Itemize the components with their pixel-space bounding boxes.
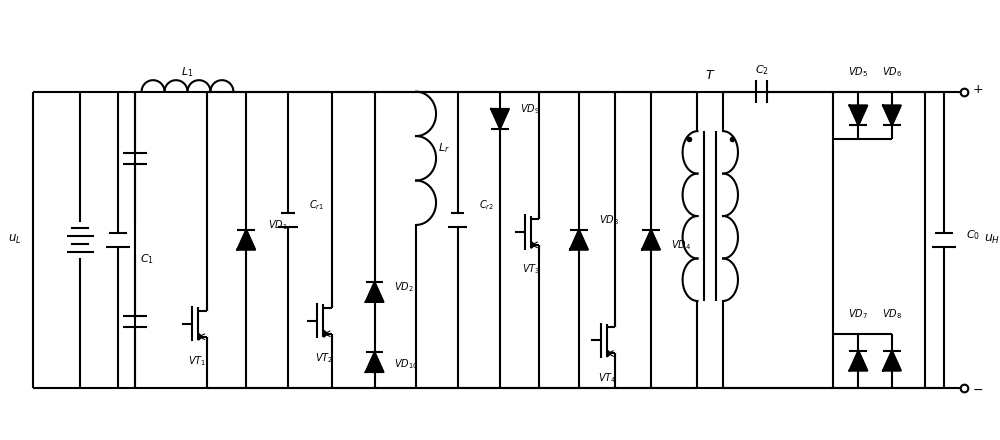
Polygon shape bbox=[237, 230, 255, 249]
Text: $-$: $-$ bbox=[972, 383, 983, 396]
Polygon shape bbox=[883, 351, 901, 370]
Text: $VD_4$: $VD_4$ bbox=[671, 238, 691, 252]
Polygon shape bbox=[570, 230, 588, 249]
Polygon shape bbox=[198, 333, 202, 340]
Text: $VT_4$: $VT_4$ bbox=[598, 371, 617, 385]
Text: $VD_6$: $VD_6$ bbox=[882, 65, 902, 79]
Text: $+$: $+$ bbox=[972, 83, 983, 96]
Text: $VT_3$: $VT_3$ bbox=[522, 263, 541, 276]
Text: $VT_2$: $VT_2$ bbox=[315, 351, 333, 365]
Text: $VT_1$: $VT_1$ bbox=[188, 354, 206, 368]
Text: $VD_8$: $VD_8$ bbox=[882, 307, 902, 321]
Text: $C_1$: $C_1$ bbox=[140, 253, 154, 266]
Text: $VD_{10}$: $VD_{10}$ bbox=[394, 357, 419, 371]
Polygon shape bbox=[849, 351, 867, 370]
Text: $VD_5$: $VD_5$ bbox=[848, 65, 868, 79]
Text: $VD_2$: $VD_2$ bbox=[394, 280, 414, 294]
Text: $VD_1$: $VD_1$ bbox=[268, 218, 288, 232]
Text: $VD_7$: $VD_7$ bbox=[848, 307, 868, 321]
Text: $u_L$: $u_L$ bbox=[8, 233, 21, 246]
Polygon shape bbox=[849, 106, 867, 125]
Text: $C_{r1}$: $C_{r1}$ bbox=[309, 198, 325, 212]
Polygon shape bbox=[642, 230, 660, 249]
Polygon shape bbox=[366, 282, 383, 302]
Polygon shape bbox=[491, 109, 509, 128]
Text: $VD_9$: $VD_9$ bbox=[520, 103, 540, 116]
Text: $C_{r2}$: $C_{r2}$ bbox=[479, 198, 494, 212]
Polygon shape bbox=[366, 352, 383, 372]
Text: $L_r$: $L_r$ bbox=[438, 142, 450, 155]
Text: $u_H$: $u_H$ bbox=[984, 233, 1000, 246]
Polygon shape bbox=[883, 106, 901, 125]
Text: $T$: $T$ bbox=[705, 69, 716, 82]
Text: $C_0$: $C_0$ bbox=[966, 228, 980, 242]
Text: $C_2$: $C_2$ bbox=[755, 63, 769, 77]
Polygon shape bbox=[324, 330, 328, 337]
Polygon shape bbox=[531, 242, 535, 248]
Text: $L_1$: $L_1$ bbox=[181, 65, 194, 79]
Polygon shape bbox=[607, 350, 611, 357]
Text: $VD_3$: $VD_3$ bbox=[599, 213, 619, 227]
